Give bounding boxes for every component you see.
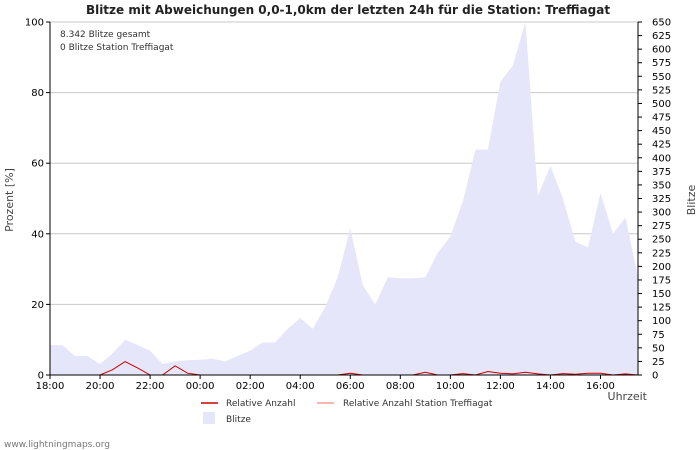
- legend-swatch-blitze: [203, 412, 215, 424]
- y-ticks-right: 0 25 50 75 100 125 150 175 200 225 250 275 300 325 350…: [638, 18, 671, 382]
- y-axis-label-left: Prozent [%]: [3, 168, 16, 232]
- y-tick-label-right-375: 375: [652, 167, 671, 178]
- info-total: 8.342 Blitze gesamt: [60, 30, 151, 40]
- y-tick-label-right-125: 125: [652, 303, 671, 314]
- y-tick-label-right-300: 300: [652, 208, 671, 219]
- y-tick-label-right-150: 150: [652, 289, 671, 300]
- y-tick-label-left-80: 80: [31, 88, 44, 99]
- y-tick-label-right-400: 400: [652, 153, 671, 164]
- x-tick-label-11: 16:00: [586, 381, 615, 392]
- y-tick-label-right-25: 25: [652, 357, 665, 368]
- x-tick-label-7: 08:00: [386, 381, 415, 392]
- legend-label-relative-anzahl-station: Relative Anzahl Station Treffiagat: [343, 399, 493, 409]
- y-tick-label-left-40: 40: [31, 229, 44, 240]
- y-tick-label-right-475: 475: [652, 113, 671, 124]
- y-tick-label-right-75: 75: [652, 330, 665, 341]
- y-tick-label-right-175: 175: [652, 275, 671, 286]
- y-ticks-left: 0 20 40 60 80 100: [25, 18, 50, 382]
- x-tick-label-3: 00:00: [186, 381, 215, 392]
- x-tick-label-6: 06:00: [336, 381, 365, 392]
- info-station: 0 Blitze Station Treffiagat: [60, 43, 174, 53]
- x-axis-label: Uhrzeit: [608, 390, 648, 403]
- x-tick-label-0: 18:00: [36, 381, 65, 392]
- y-tick-label-left-0: 0: [38, 371, 44, 382]
- legend-label-relative-anzahl: Relative Anzahl: [226, 399, 295, 409]
- y-tick-label-right-275: 275: [652, 221, 671, 232]
- x-tick-label-4: 02:00: [236, 381, 265, 392]
- y-axis-label-right: Blitze: [685, 185, 698, 216]
- x-ticks: 18:00 20:00 22:00 00:00 02:00 04:00 06:00 08:00…: [36, 375, 615, 392]
- y-tick-label-right-50: 50: [652, 343, 665, 354]
- x-tick-label-1: 20:00: [86, 381, 115, 392]
- y-tick-label-left-100: 100: [25, 18, 44, 29]
- y-tick-label-right-625: 625: [652, 31, 671, 42]
- legend: Relative Anzahl Relative Anzahl Station …: [201, 399, 493, 425]
- y-tick-label-right-450: 450: [652, 126, 671, 137]
- y-tick-label-right-250: 250: [652, 235, 671, 246]
- x-tick-label-5: 04:00: [286, 381, 315, 392]
- y-tick-label-right-650: 650: [652, 18, 671, 29]
- y-tick-label-right-350: 350: [652, 180, 671, 191]
- y-tick-label-right-0: 0: [652, 371, 658, 382]
- y-tick-label-right-525: 525: [652, 85, 671, 96]
- x-tick-label-9: 12:00: [486, 381, 515, 392]
- blitze-area: [50, 22, 638, 375]
- y-tick-label-left-60: 60: [31, 159, 44, 170]
- legend-label-blitze: Blitze: [226, 415, 251, 425]
- x-tick-label-10: 14:00: [536, 381, 565, 392]
- y-tick-label-right-575: 575: [652, 58, 671, 69]
- footer-credit: www.lightningmaps.org: [4, 440, 110, 450]
- y-tick-label-right-425: 425: [652, 140, 671, 151]
- x-tick-label-8: 10:00: [436, 381, 465, 392]
- y-tick-label-right-100: 100: [652, 316, 671, 327]
- y-tick-label-right-200: 200: [652, 262, 671, 273]
- y-tick-label-right-325: 325: [652, 194, 671, 205]
- chart-title: Blitze mit Abweichungen 0,0-1,0km der le…: [86, 3, 610, 17]
- y-tick-label-right-600: 600: [652, 45, 671, 56]
- relative-anzahl-line: [50, 361, 639, 376]
- y-tick-label-right-550: 550: [652, 72, 671, 83]
- y-tick-label-left-20: 20: [31, 300, 44, 311]
- x-tick-label-2: 22:00: [136, 381, 165, 392]
- y-tick-label-right-225: 225: [652, 248, 671, 259]
- y-tick-label-right-500: 500: [652, 99, 671, 110]
